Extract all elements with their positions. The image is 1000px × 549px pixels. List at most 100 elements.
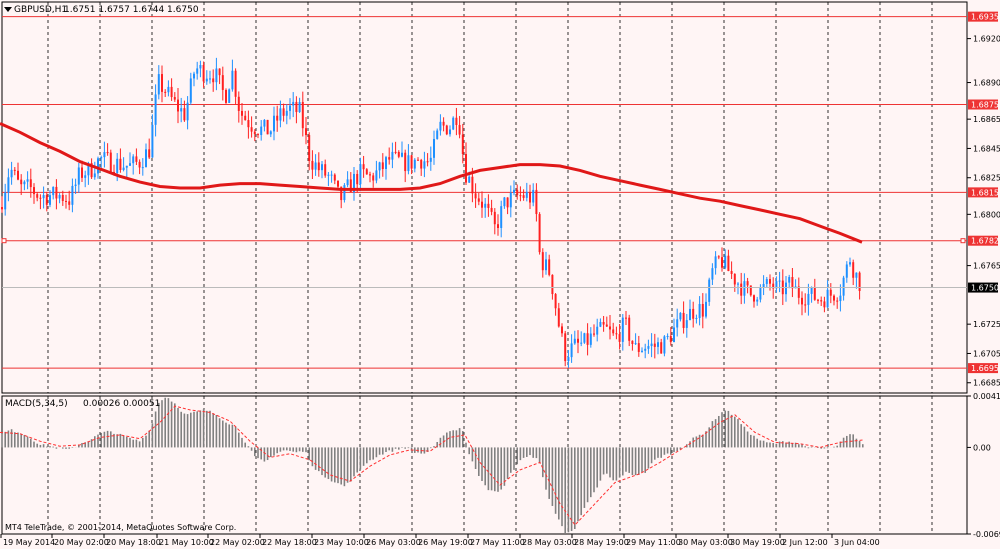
candle-body [330,174,333,176]
candle-body [461,134,464,155]
candle-body [813,287,816,300]
candle-body [247,120,250,128]
candle-body [167,86,170,93]
candle-body [29,179,32,188]
candle-body [737,283,739,285]
candle-body [173,97,176,100]
candle-body [615,333,618,335]
candle-body [420,159,423,169]
candle-body [298,101,301,113]
price-tick-label: 1.6890 [973,79,1000,88]
level-price-label: 1.6782 [971,237,999,246]
time-tick-label: 28 May 19:00 [574,538,629,547]
candle-body [618,334,621,342]
candle-body [634,343,637,345]
candle-body [39,197,42,199]
candle-body [353,173,355,192]
candle-body [244,115,247,121]
candle-body [746,281,749,286]
candle-body [442,121,445,126]
candle-body [263,119,266,127]
candle-body [77,167,80,185]
price-pane[interactable]: 1.6920 1.6890 1.6865 1.6845 1.6825 1.6800 1.67… [0,1,1000,394]
macd-tick-label: 0.00411 [973,392,1000,401]
time-tick-label: 26 May 03:00 [366,538,421,547]
price-tick-label: 1.6800 [973,210,1000,219]
price-tick-label: 1.6705 [973,349,1000,358]
price-level-labels: 1.6935 1.6875 1.6815 1.6782 1.6695 1.6750 [968,11,999,374]
candle-body [644,348,647,351]
candle-body [689,308,691,321]
candle-body [289,105,291,111]
candle-body [765,279,768,284]
candle-body [205,78,208,82]
candle-body [596,326,599,335]
candle-body [241,110,243,116]
candle-body [743,281,746,296]
macd-pane[interactable]: 0.00411 0.00 -0.00692 MACD(5,34,5) 0.00026… [0,392,1000,539]
candle-body [609,326,611,330]
candle-body [567,357,570,362]
candle-body [13,169,16,171]
candle-body [845,264,848,278]
candle-body [23,181,26,185]
candle-body [253,131,256,135]
candle-body [151,124,154,158]
candle-body [653,343,656,347]
candle-body [100,157,103,159]
candle-body [282,108,285,116]
candle-body [474,193,477,199]
candle-body [548,259,551,275]
candle-body [292,101,295,106]
collapse-triangle-icon[interactable] [4,7,12,12]
candle-body [804,304,807,306]
candle-body [154,94,157,125]
candle-body [551,274,554,295]
candle-body [506,197,509,208]
candle-body [436,130,439,139]
time-tick-label: 20 May 18:00 [106,538,161,547]
candle-body [711,268,714,280]
candle-body [631,340,634,344]
macd-tick-label: -0.00692 [973,530,1000,539]
candle-body [599,322,602,327]
time-tick-label: 29 May 11:00 [626,538,681,547]
candle-body [685,320,688,328]
time-tick-label: 26 May 19:00 [418,538,473,547]
candle-body [397,151,400,157]
candle-body [516,189,519,196]
candle-body [199,64,202,69]
candle-body [705,301,707,317]
horizontal-levels[interactable] [1,16,967,369]
candle-body [788,277,791,283]
candle-body [228,89,231,103]
time-tick-label: 22 May 02:00 [210,538,265,547]
time-tick-label: 23 May 10:00 [314,538,369,547]
candle-body [250,127,253,132]
candle-body [593,333,595,335]
candle-body [391,151,394,160]
candle-body [807,293,810,305]
symbol-title: GBPUSD,H1 [14,5,67,15]
price-tick-label: 1.6765 [973,262,1000,271]
candle-body [65,200,67,202]
candle-body [385,157,387,170]
candle-body [586,333,589,345]
time-tick-label: 19 May 2014 [3,538,55,547]
candle-body [785,282,787,295]
candle-body [311,160,314,170]
candle-body [490,207,493,212]
candle-body [74,184,77,186]
level-price-box [968,99,998,110]
level-anchor-left[interactable] [1,238,7,244]
level-anchor-right[interactable] [960,238,966,244]
candle-body [7,177,10,193]
candle-body [129,163,131,166]
candle-body [90,163,93,178]
candle-body [161,74,163,92]
level-price-box [968,235,998,246]
candle-body [266,119,269,135]
candle-body [775,281,778,289]
price-tick-label: 1.6920 [973,35,1000,44]
